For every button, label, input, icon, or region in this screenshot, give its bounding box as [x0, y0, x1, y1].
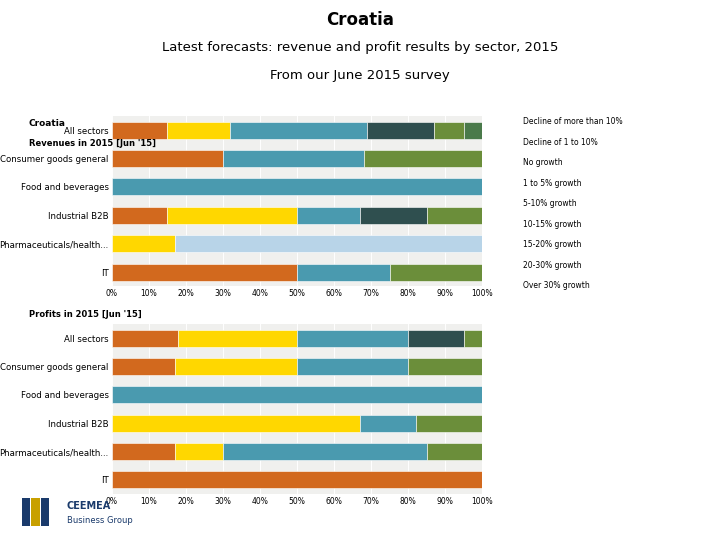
Bar: [112, 235, 175, 252]
Text: Decline of 1 to 10%: Decline of 1 to 10%: [523, 138, 598, 146]
Bar: [230, 122, 367, 139]
Text: From our June 2015 survey: From our June 2015 survey: [270, 69, 450, 82]
Bar: [408, 329, 464, 347]
Text: Profits in 2015 [Jun '15]: Profits in 2015 [Jun '15]: [29, 309, 142, 319]
Bar: [112, 443, 175, 460]
Bar: [175, 358, 297, 375]
Bar: [112, 207, 167, 224]
Bar: [464, 122, 482, 139]
Text: Croatia: Croatia: [326, 11, 394, 29]
Bar: [175, 235, 482, 252]
Text: 1 to 5% growth: 1 to 5% growth: [523, 179, 582, 187]
Bar: [415, 415, 482, 432]
Text: No growth: No growth: [523, 158, 563, 167]
Bar: [360, 415, 415, 432]
Bar: [367, 122, 434, 139]
Text: Croatia: Croatia: [29, 119, 66, 128]
Bar: [360, 207, 427, 224]
Bar: [112, 178, 482, 195]
Bar: [464, 329, 482, 347]
Bar: [297, 358, 408, 375]
Bar: [175, 443, 223, 460]
Bar: [408, 358, 482, 375]
Bar: [364, 150, 482, 167]
Bar: [112, 122, 167, 139]
Bar: [112, 415, 360, 432]
Bar: [112, 150, 223, 167]
Bar: [167, 207, 297, 224]
Bar: [112, 387, 482, 403]
Bar: [112, 329, 179, 347]
Text: CEEMEA: CEEMEA: [67, 501, 111, 511]
Bar: [434, 122, 464, 139]
Bar: [223, 443, 427, 460]
Bar: [179, 329, 297, 347]
Text: Over 30% growth: Over 30% growth: [523, 281, 590, 290]
Bar: [390, 264, 482, 281]
Bar: [112, 471, 482, 488]
Bar: [167, 122, 230, 139]
Text: 5-10% growth: 5-10% growth: [523, 199, 577, 208]
Bar: [297, 207, 360, 224]
Bar: [427, 207, 482, 224]
Bar: [223, 150, 364, 167]
Bar: [297, 329, 408, 347]
Text: 15-20% growth: 15-20% growth: [523, 240, 582, 249]
Text: Revenues in 2015 [Jun '15]: Revenues in 2015 [Jun '15]: [29, 139, 156, 148]
Bar: [32, 498, 40, 526]
Bar: [112, 264, 297, 281]
Text: 20-30% growth: 20-30% growth: [523, 261, 582, 269]
Bar: [112, 358, 175, 375]
Text: Decline of more than 10%: Decline of more than 10%: [523, 117, 623, 126]
Bar: [427, 443, 482, 460]
Text: Latest forecasts: revenue and profit results by sector, 2015: Latest forecasts: revenue and profit res…: [162, 41, 558, 54]
Bar: [41, 498, 50, 526]
Bar: [22, 498, 30, 526]
Text: Business Group: Business Group: [67, 516, 132, 525]
Text: 10-15% growth: 10-15% growth: [523, 220, 582, 228]
Bar: [297, 264, 390, 281]
